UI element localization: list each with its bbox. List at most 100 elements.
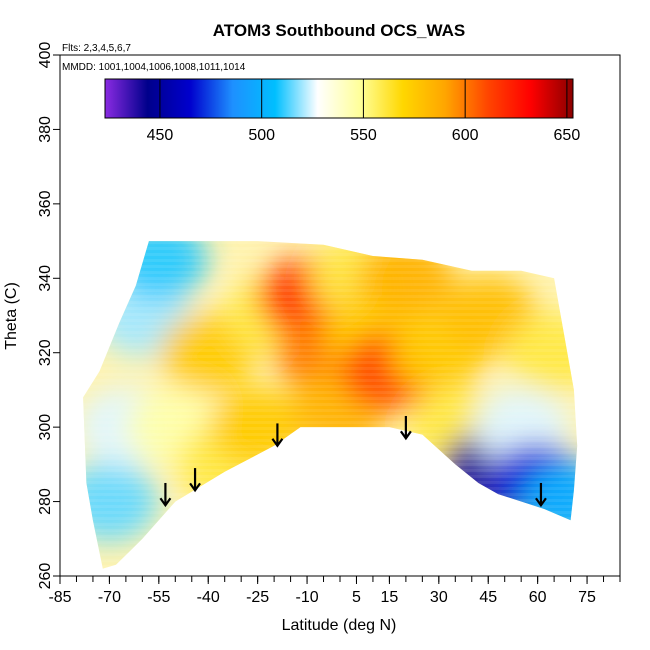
field-stripe: [83, 559, 578, 562]
field-stripe: [83, 301, 578, 304]
field-stripe: [83, 439, 578, 442]
y-axis: 260 280 300 320 340 360 380 400: [37, 42, 60, 590]
field-stripe: [60, 121, 620, 124]
field-stripe: [60, 133, 620, 136]
field-stripe: [60, 205, 620, 208]
chart-title: ATOM3 Southbound OCS_WAS: [213, 21, 465, 40]
field-stripe: [60, 139, 620, 142]
field-stripe: [83, 565, 578, 568]
arrow-head: [399, 430, 412, 441]
dates-note: MMDD: 1001,1004,1006,1008,1011,1014: [62, 62, 246, 73]
field-stripe: [83, 247, 578, 250]
field-stripe: [60, 187, 620, 190]
x-tick-label: -40: [197, 589, 220, 606]
flights-note: Flts: 2,3,4,5,6,7: [62, 43, 131, 54]
field-stripe: [83, 265, 578, 268]
field-stripe: [60, 229, 620, 232]
field-stripe: [83, 415, 578, 418]
field-stripe: [83, 331, 578, 334]
y-tick-label: 320: [37, 339, 54, 366]
field-stripe: [83, 517, 578, 520]
colorbar-tick-label: 550: [350, 127, 377, 144]
colorbar: 450 500 550 600 650: [104, 78, 580, 144]
field-stripe: [83, 295, 578, 298]
x-axis-label: Latitude (deg N): [282, 617, 397, 634]
y-tick-label: 300: [37, 414, 54, 441]
field-stripe: [83, 457, 578, 460]
colorbar-tick-label: 450: [147, 127, 174, 144]
field-sample: [506, 312, 578, 393]
field-stripe: [60, 223, 620, 226]
x-tick-label: -70: [98, 589, 121, 606]
field-stripe: [83, 373, 578, 376]
field-stripe: [60, 217, 620, 220]
field-stripe: [83, 337, 578, 340]
field-stripe: [83, 493, 578, 496]
field-stripe: [83, 283, 578, 286]
field-stripe: [83, 397, 578, 400]
field-stripe: [83, 421, 578, 424]
field-stripe: [60, 571, 620, 574]
field-stripe: [60, 199, 620, 202]
field-stripe: [83, 445, 578, 448]
field-stripe: [83, 469, 578, 472]
field-stripe: [60, 145, 620, 148]
field-stripe: [83, 487, 578, 490]
colorbar-gradient: [104, 78, 574, 119]
field-stripe: [60, 169, 620, 172]
y-tick-label: 260: [37, 563, 54, 590]
field-stripe: [83, 367, 578, 370]
field-stripe: [83, 343, 578, 346]
field-stripe: [83, 307, 578, 310]
field-stripe: [60, 73, 620, 76]
field-stripe: [83, 505, 578, 508]
x-tick-label: -85: [48, 589, 71, 606]
field-stripe: [60, 157, 620, 160]
field-stripe: [83, 481, 578, 484]
arrow-head: [159, 497, 172, 508]
field-stripe: [83, 259, 578, 262]
field-stripe: [83, 403, 578, 406]
x-tick-label: -10: [295, 589, 318, 606]
field-stripe: [83, 463, 578, 466]
field-stripe: [60, 181, 620, 184]
field-stripe: [83, 313, 578, 316]
arrow-head: [535, 497, 547, 508]
field-stripe: [83, 511, 578, 514]
x-tick-label: 15: [381, 589, 399, 606]
field-stripe: [83, 535, 578, 538]
field-stripe: [60, 151, 620, 154]
field-stripe: [83, 541, 578, 544]
heatmap-field: [60, 73, 620, 574]
x-tick-label: -25: [246, 589, 269, 606]
y-tick-label: 280: [37, 488, 54, 515]
field-stripe: [83, 409, 578, 412]
field-stripe: [83, 379, 578, 382]
field-stripe: [83, 325, 578, 328]
field-stripe: [83, 319, 578, 322]
field-stripe: [60, 211, 620, 214]
field-stripe: [83, 385, 578, 388]
arrow-head: [189, 482, 201, 493]
field-stripe: [83, 355, 578, 358]
field-stripe: [83, 529, 578, 532]
field-stripe: [60, 175, 620, 178]
field-stripe: [83, 427, 578, 430]
y-tick-label: 340: [37, 265, 54, 292]
y-tick-label: 360: [37, 190, 54, 217]
field-stripe: [83, 391, 578, 394]
field-stripe: [83, 553, 578, 556]
x-tick-label: 45: [479, 589, 497, 606]
field-stripe: [60, 235, 620, 238]
field-stripe: [83, 241, 578, 244]
field-stripe: [83, 475, 578, 478]
field-stripe: [83, 289, 578, 292]
x-axis: -85 -70 -55 -40 -25 -10 5 15 30 45 60 75: [48, 575, 621, 606]
colorbar-tick-label: 600: [452, 127, 479, 144]
field-stripe: [83, 547, 578, 550]
field-stripe: [60, 193, 620, 196]
x-tick-label: 5: [352, 589, 361, 606]
field-stripe: [83, 277, 578, 280]
field-stripe: [60, 163, 620, 166]
field-stripe: [83, 271, 578, 274]
